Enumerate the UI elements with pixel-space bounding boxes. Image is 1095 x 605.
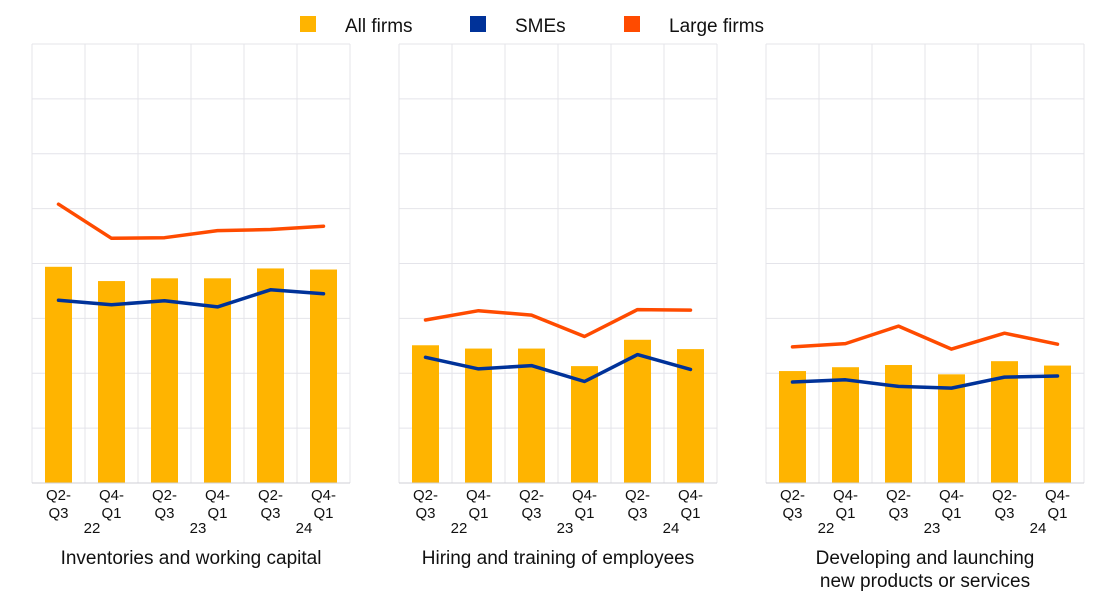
bar: [151, 278, 178, 483]
panel-title: Developing and launching new products or …: [816, 548, 1035, 592]
legend-swatch-1: [470, 16, 486, 32]
gridlines: [398, 43, 718, 483]
bar: [779, 371, 806, 483]
bar: [571, 366, 598, 483]
x-year-label: 22: [818, 520, 835, 537]
legend-swatch-2: [624, 16, 640, 32]
panel-title: Inventories and working capital: [61, 548, 322, 569]
line-series-smes: [56, 288, 326, 309]
x-tick-label: Q4-Q1: [678, 487, 703, 522]
line-series-smes: [423, 352, 693, 384]
bar: [677, 349, 704, 483]
x-year-label: 24: [1030, 520, 1047, 537]
legend-item-1: SMEs: [470, 16, 566, 37]
x-year-label: 22: [84, 520, 101, 537]
x-tick-label: Q4-Q1: [311, 487, 336, 522]
bar: [45, 266, 72, 483]
x-year-labels: 22 23 24: [451, 520, 680, 537]
x-year-labels: 22 23 24: [818, 520, 1047, 537]
x-tick-label: Q2-Q3: [258, 487, 283, 522]
x-year-label: 23: [557, 520, 574, 537]
bar: [624, 339, 651, 483]
gridlines: [31, 43, 351, 483]
bar: [412, 345, 439, 483]
x-tick-label: Q4-Q1: [205, 487, 230, 522]
legend-item-0: All firms: [300, 16, 413, 37]
gridlines: [765, 43, 1085, 483]
bar: [310, 269, 337, 483]
legend-label-1: SMEs: [515, 16, 566, 37]
x-tick-label: Q2-Q3: [46, 487, 71, 522]
x-tick-label: Q2-Q3: [992, 487, 1017, 522]
bar-series-all-firms: [779, 361, 1071, 483]
legend-item-2: Large firms: [624, 16, 764, 37]
x-year-label: 24: [663, 520, 680, 537]
panel-title: Hiring and training of employees: [422, 548, 695, 569]
bar: [832, 367, 859, 483]
bar: [257, 268, 284, 483]
line-series-smes: [790, 374, 1060, 390]
bar: [465, 348, 492, 483]
bar-series-all-firms: [45, 266, 337, 483]
bar: [1044, 365, 1071, 483]
x-tick-label: Q4-Q1: [572, 487, 597, 522]
x-tick-label: Q2-Q3: [625, 487, 650, 522]
x-year-label: 22: [451, 520, 468, 537]
bar: [518, 348, 545, 483]
bar: [98, 281, 125, 483]
x-year-label: 24: [296, 520, 313, 537]
legend: All firms SMEs Large firms: [300, 16, 764, 37]
bar: [938, 374, 965, 483]
x-tick-labels: Q2-Q3 Q4-Q1 Q2-Q3 Q4-Q1 Q2-Q3 Q4-Q1: [780, 487, 1070, 522]
bar: [885, 365, 912, 483]
line-series-large-firms: [790, 324, 1060, 351]
x-year-label: 23: [924, 520, 941, 537]
x-tick-label: Q2-Q3: [413, 487, 438, 522]
legend-label-2: Large firms: [669, 16, 764, 37]
bar: [204, 278, 231, 483]
x-tick-label: Q4-Q1: [466, 487, 491, 522]
line-series-large-firms: [56, 202, 326, 241]
bar-series-all-firms: [412, 339, 704, 483]
x-tick-label: Q2-Q3: [886, 487, 911, 522]
x-tick-label: Q4-Q1: [99, 487, 124, 522]
line-series-large-firms: [423, 307, 693, 339]
bar: [991, 361, 1018, 483]
x-year-labels: 22 23 24: [84, 520, 313, 537]
x-tick-label: Q4-Q1: [939, 487, 964, 522]
x-year-label: 23: [190, 520, 207, 537]
x-tick-labels: Q2-Q3 Q4-Q1 Q2-Q3 Q4-Q1 Q2-Q3 Q4-Q1: [413, 487, 703, 522]
x-tick-label: Q2-Q3: [519, 487, 544, 522]
x-tick-label: Q2-Q3: [152, 487, 177, 522]
legend-label-0: All firms: [345, 16, 413, 37]
x-tick-label: Q4-Q1: [833, 487, 858, 522]
x-tick-label: Q4-Q1: [1045, 487, 1070, 522]
x-tick-label: Q2-Q3: [780, 487, 805, 522]
x-tick-labels: Q2-Q3 Q4-Q1 Q2-Q3 Q4-Q1 Q2-Q3 Q4-Q1: [46, 487, 336, 522]
legend-swatch-0: [300, 16, 316, 32]
